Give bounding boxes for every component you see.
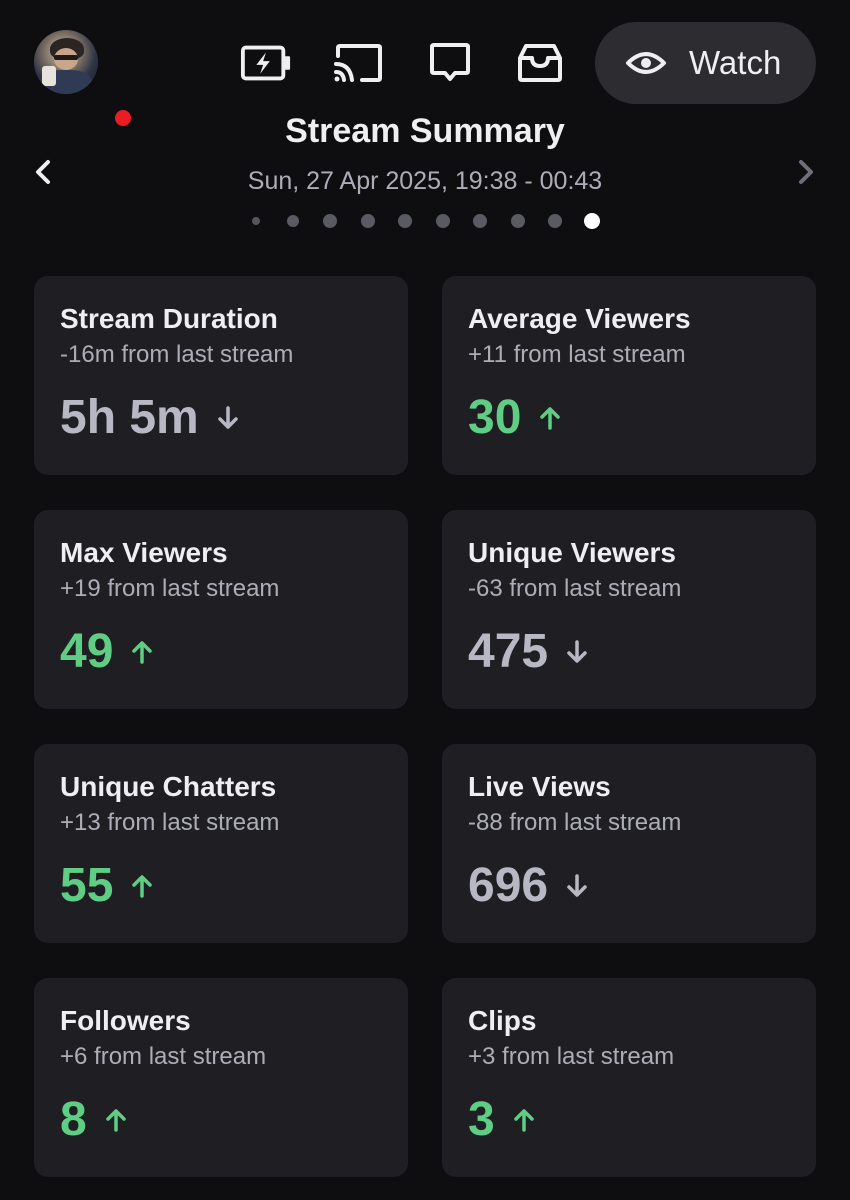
card-subtitle: +19 from last stream: [60, 575, 280, 602]
stat-card-clips: Clips +3 from last stream 3: [442, 978, 816, 1177]
stat-card-stream-duration: Stream Duration -16m from last stream 5h…: [34, 276, 408, 475]
page-dot[interactable]: [473, 214, 487, 228]
top-bar: Watch: [0, 0, 850, 129]
next-stream-button[interactable]: [786, 152, 826, 192]
card-value: 49: [60, 625, 114, 678]
page-indicator: [0, 211, 850, 231]
arrow-down-icon: [566, 639, 588, 665]
page-title: Stream Summary: [285, 112, 565, 150]
arrow-up-icon: [131, 873, 153, 899]
stat-card-followers: Followers +6 from last stream 8: [34, 978, 408, 1177]
arrow-up-icon: [539, 405, 561, 431]
stream-date: Sun, 27 Apr 2025, 19:38 - 00:43: [247, 167, 603, 195]
card-value: 8: [60, 1093, 87, 1146]
page-dot[interactable]: [511, 214, 525, 228]
page-dot[interactable]: [548, 214, 562, 228]
inbox-icon[interactable]: [514, 40, 566, 86]
avatar-image: [34, 30, 98, 94]
card-subtitle: +11 from last stream: [468, 341, 686, 368]
arrow-up-icon: [131, 639, 153, 665]
arrow-down-icon: [566, 873, 588, 899]
card-title: Unique Chatters: [60, 771, 277, 802]
stat-card-unique-viewers: Unique Viewers -63 from last stream 475: [442, 510, 816, 709]
card-value: 3: [468, 1093, 495, 1146]
card-subtitle: +3 from last stream: [468, 1043, 675, 1070]
chevron-left-icon: [36, 160, 50, 184]
stat-card-average-viewers: Average Viewers +11 from last stream 30: [442, 276, 816, 475]
page-dot[interactable]: [252, 217, 260, 225]
card-subtitle: -63 from last stream: [468, 575, 682, 602]
card-value: 696: [468, 859, 549, 912]
chevron-right-icon: [799, 160, 813, 184]
card-value: 55: [60, 859, 114, 912]
live-indicator: [112, 107, 134, 129]
card-title: Max Viewers: [60, 537, 228, 568]
card-title: Average Viewers: [468, 303, 691, 334]
stat-card-unique-chatters: Unique Chatters +13 from last stream 55: [34, 744, 408, 943]
cast-icon[interactable]: [332, 40, 384, 86]
card-title: Stream Duration: [60, 303, 278, 334]
avatar[interactable]: [34, 30, 134, 129]
card-title: Live Views: [468, 771, 611, 802]
arrow-up-icon: [105, 1107, 127, 1133]
page-dot[interactable]: [361, 214, 375, 228]
energy-icon[interactable]: [240, 40, 292, 86]
card-title: Unique Viewers: [468, 537, 677, 568]
chat-icon[interactable]: [424, 40, 476, 86]
watch-button[interactable]: Watch: [595, 22, 816, 104]
card-subtitle: -88 from last stream: [468, 809, 682, 836]
arrow-up-icon: [513, 1107, 535, 1133]
arrow-down-icon: [217, 405, 239, 431]
eye-icon: [625, 48, 667, 78]
card-subtitle: -16m from last stream: [60, 341, 294, 368]
stat-card-live-views: Live Views -88 from last stream 696: [442, 744, 816, 943]
stat-card-max-viewers: Max Viewers +19 from last stream 49: [34, 510, 408, 709]
card-subtitle: +6 from last stream: [60, 1043, 267, 1070]
page-dot[interactable]: [323, 214, 337, 228]
card-value: 5h 5m: [60, 391, 199, 444]
previous-stream-button[interactable]: [23, 152, 63, 192]
watch-label: Watch: [689, 44, 782, 81]
page-dot[interactable]: [287, 215, 299, 227]
card-title: Followers: [60, 1005, 191, 1036]
card-value: 475: [468, 625, 549, 678]
card-subtitle: +13 from last stream: [60, 809, 280, 836]
page-dot[interactable]: [436, 214, 450, 228]
page-dot[interactable]: [398, 214, 412, 228]
card-value: 30: [468, 391, 522, 444]
card-title: Clips: [468, 1005, 537, 1036]
page-dot-active[interactable]: [584, 213, 600, 229]
